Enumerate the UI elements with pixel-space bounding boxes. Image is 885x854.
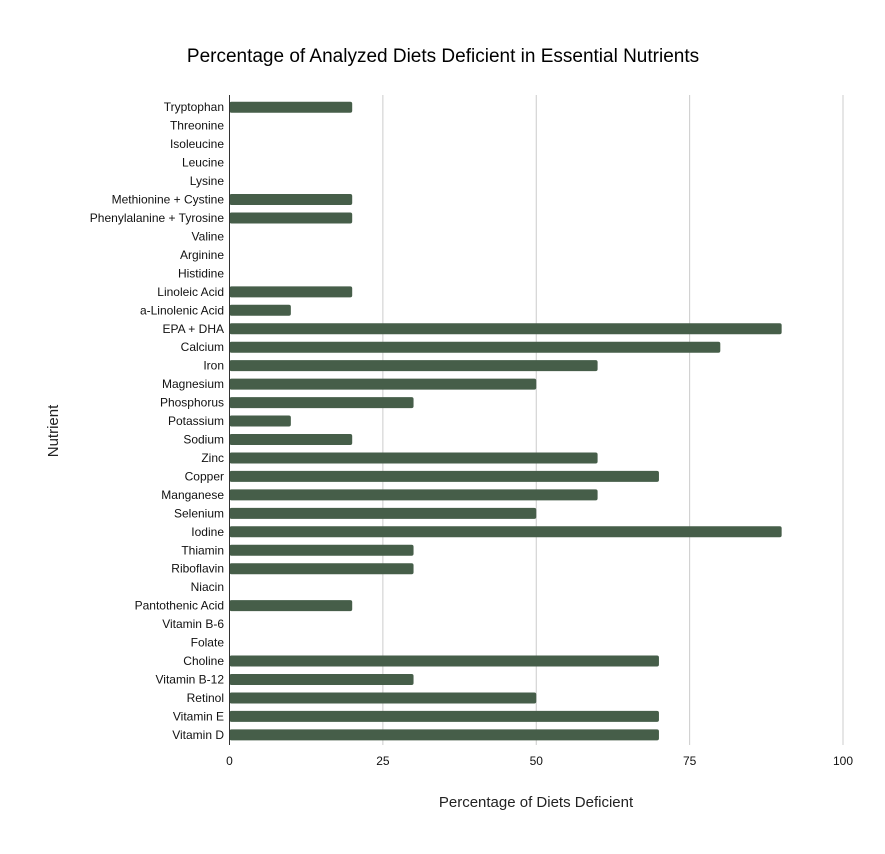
x-axis-title: Percentage of Diets Deficient bbox=[439, 794, 634, 811]
category-label: Manganese bbox=[161, 488, 224, 502]
bar bbox=[229, 378, 537, 390]
category-label: Retinol bbox=[187, 691, 224, 705]
category-label: Histidine bbox=[178, 266, 224, 280]
category-label: Niacin bbox=[191, 580, 224, 594]
category-label: Methionine + Cystine bbox=[112, 193, 225, 207]
category-label: Sodium bbox=[183, 433, 224, 447]
bar bbox=[229, 655, 659, 667]
x-tick-label: 75 bbox=[683, 754, 697, 768]
bar bbox=[229, 415, 291, 427]
x-tick-label: 50 bbox=[530, 754, 544, 768]
bar bbox=[229, 286, 353, 298]
bar bbox=[229, 489, 598, 501]
bar bbox=[229, 526, 782, 538]
category-label: Thiamin bbox=[181, 543, 224, 557]
y-axis-title: Nutrient bbox=[45, 404, 62, 457]
category-label: Potassium bbox=[168, 414, 224, 428]
category-label: Folate bbox=[191, 636, 225, 650]
bar bbox=[229, 507, 537, 519]
category-label: Valine bbox=[192, 229, 225, 243]
bar bbox=[229, 692, 537, 704]
bar bbox=[229, 563, 414, 575]
bar bbox=[229, 397, 414, 409]
bar bbox=[229, 434, 353, 446]
chart-title: Percentage of Analyzed Diets Deficient i… bbox=[187, 46, 699, 67]
bar bbox=[229, 323, 782, 335]
category-label: Leucine bbox=[182, 156, 224, 170]
bar bbox=[229, 452, 598, 464]
category-label: Arginine bbox=[180, 248, 224, 262]
category-label: Phenylalanine + Tyrosine bbox=[90, 211, 225, 225]
category-label: Choline bbox=[183, 654, 224, 668]
category-label: Iodine bbox=[191, 525, 224, 539]
x-tick-label: 0 bbox=[226, 754, 233, 768]
bar bbox=[229, 710, 659, 722]
bar bbox=[229, 304, 291, 316]
category-label: Vitamin B-12 bbox=[156, 672, 225, 686]
category-labels: Tryptophan Threonine Isoleucine Leucine Lysi… bbox=[90, 100, 225, 742]
category-label: Phosphorus bbox=[160, 396, 224, 410]
category-label: Riboflavin bbox=[171, 562, 224, 576]
x-tick-label: 25 bbox=[376, 754, 390, 768]
category-label: Threonine bbox=[170, 119, 224, 133]
category-label: Tryptophan bbox=[164, 100, 224, 114]
category-label: Iron bbox=[203, 359, 224, 373]
category-label: a-Linolenic Acid bbox=[140, 303, 224, 317]
category-label: Vitamin B-6 bbox=[162, 617, 224, 631]
bar bbox=[229, 600, 353, 612]
category-label: Copper bbox=[185, 469, 224, 483]
category-label: Pantothenic Acid bbox=[135, 599, 224, 613]
category-label: Vitamin D bbox=[172, 728, 224, 742]
x-tick-label: 100 bbox=[833, 754, 853, 768]
bar bbox=[229, 341, 721, 353]
category-label: Zinc bbox=[201, 451, 224, 465]
x-tick-labels: 0 25 50 75 100 bbox=[226, 754, 853, 768]
gridlines bbox=[382, 95, 844, 745]
bars bbox=[229, 101, 782, 741]
category-label: Calcium bbox=[181, 340, 224, 354]
bar bbox=[229, 544, 414, 556]
category-label: Isoleucine bbox=[170, 137, 224, 151]
bar bbox=[229, 470, 659, 482]
bar bbox=[229, 360, 598, 372]
category-label: Vitamin E bbox=[173, 709, 224, 723]
bar bbox=[229, 212, 353, 224]
bar bbox=[229, 673, 414, 685]
bar bbox=[229, 194, 353, 206]
category-label: Lysine bbox=[190, 174, 225, 188]
bar bbox=[229, 101, 353, 113]
category-label: Linoleic Acid bbox=[157, 285, 224, 299]
category-label: Selenium bbox=[174, 506, 224, 520]
bar bbox=[229, 729, 659, 741]
category-label: EPA + DHA bbox=[163, 322, 224, 336]
category-label: Magnesium bbox=[162, 377, 224, 391]
